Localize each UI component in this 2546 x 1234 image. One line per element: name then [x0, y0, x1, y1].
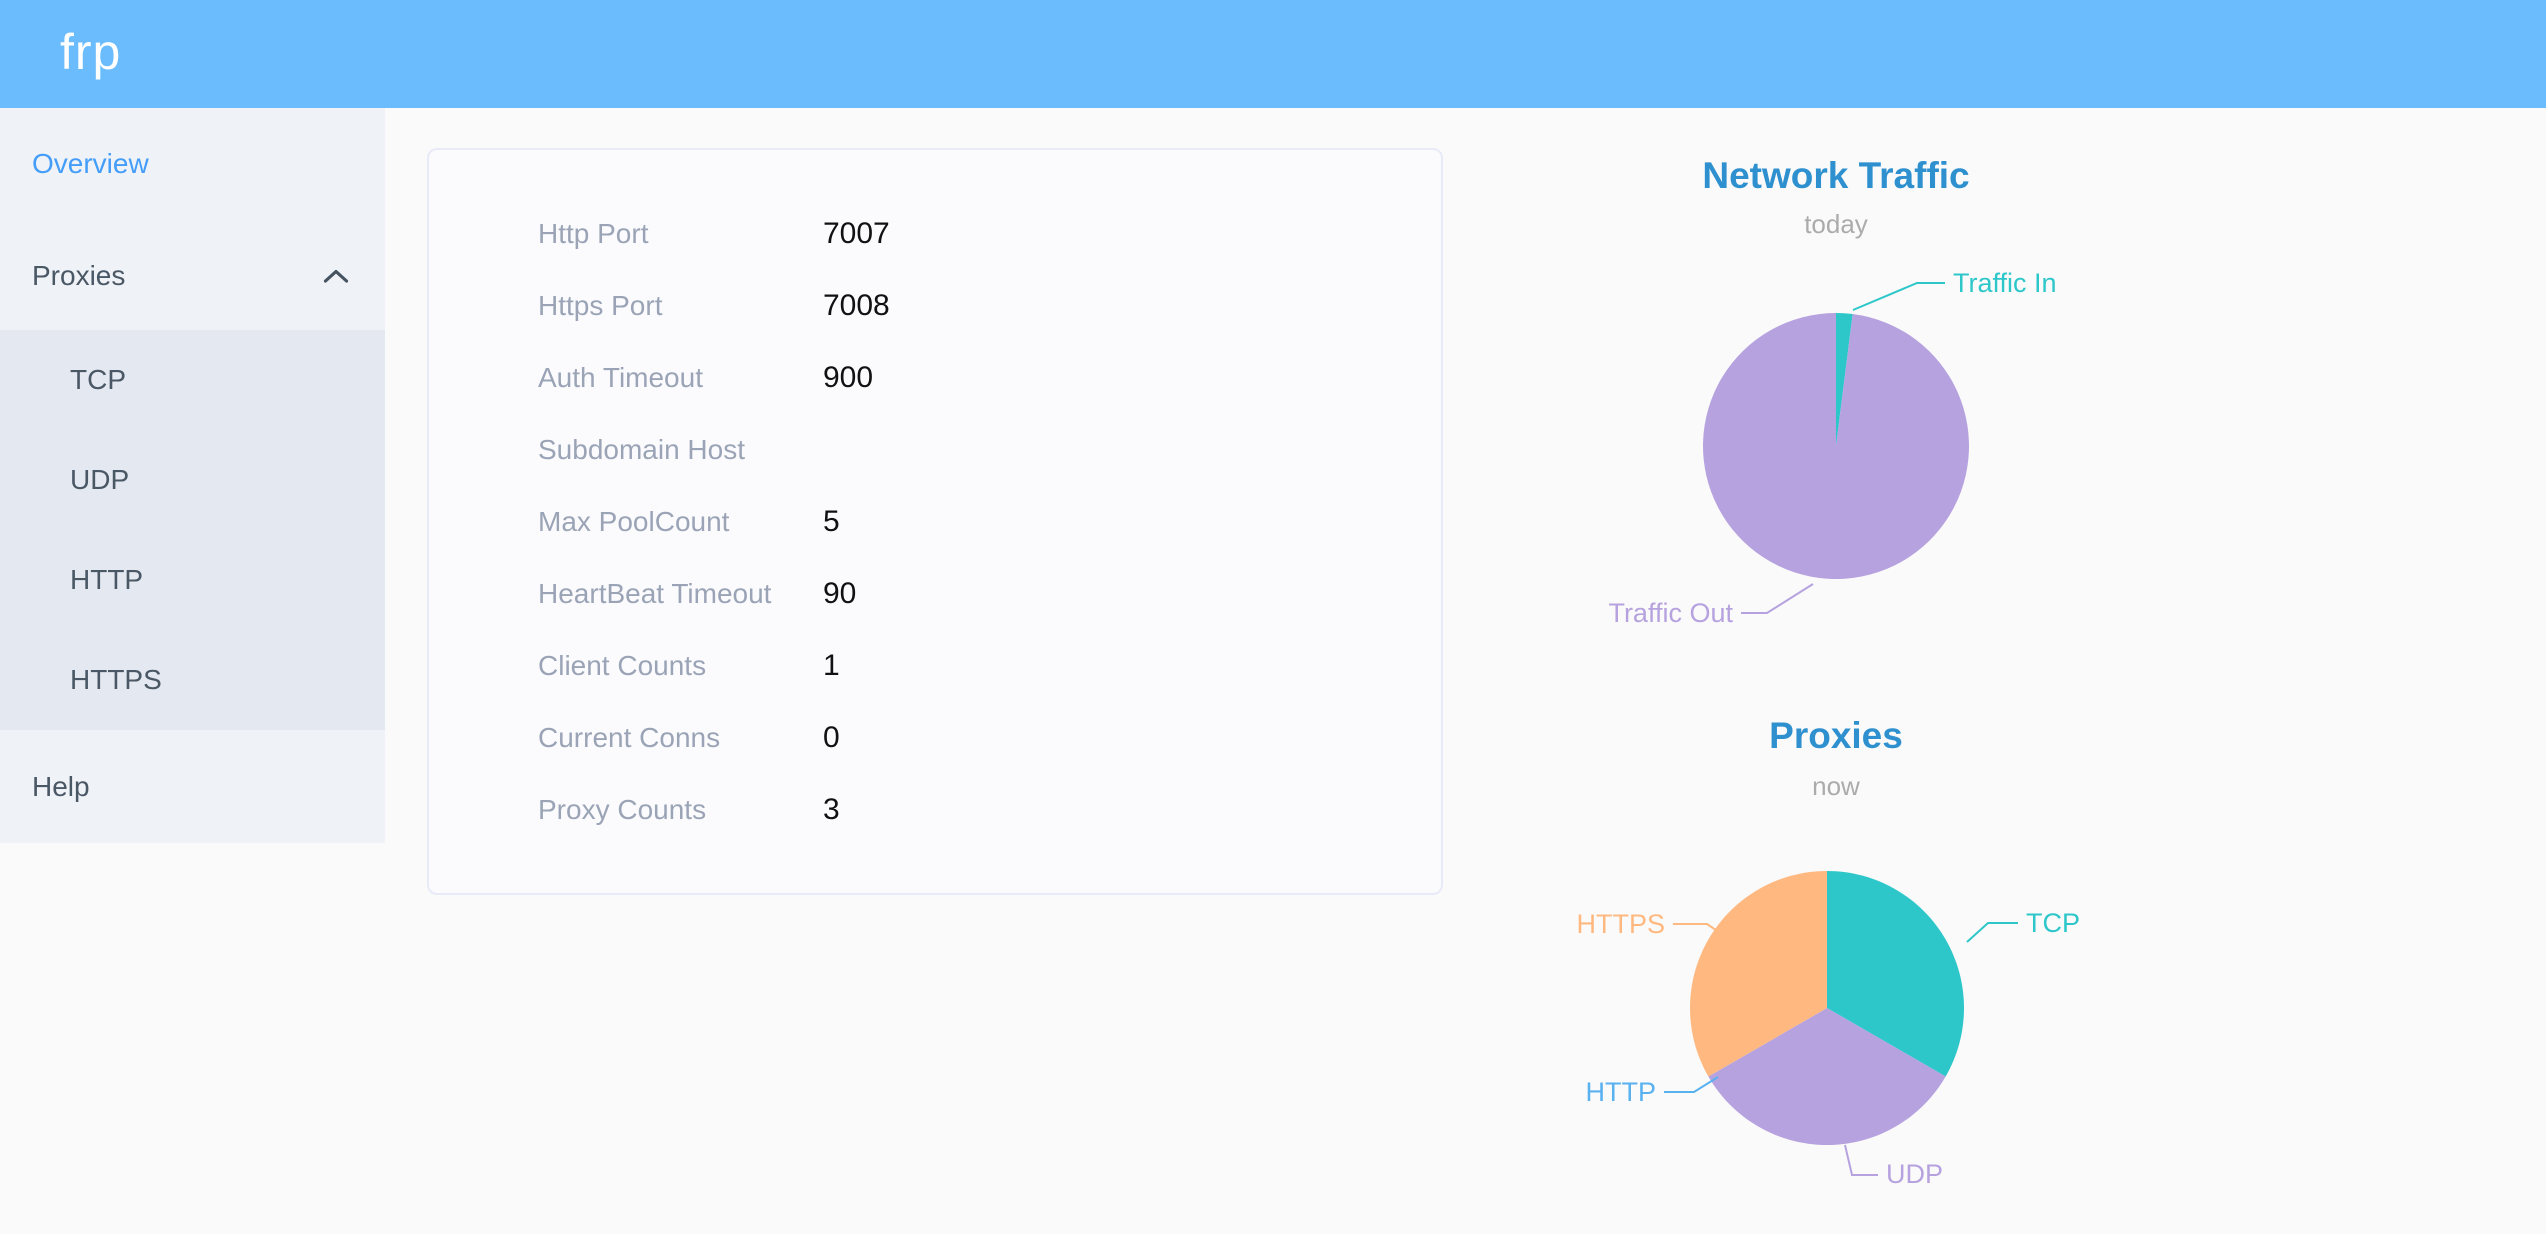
config-label: HeartBeat Timeout	[538, 578, 772, 609]
config-value: 5	[823, 505, 840, 538]
sidebar-item-overview[interactable]: Overview	[32, 148, 149, 179]
network-traffic-chart-title: Network Traffic	[1702, 155, 1970, 196]
config-value: 7008	[823, 289, 890, 322]
config-value: 7007	[823, 217, 890, 250]
pie-label-traffic-out: Traffic Out	[1608, 598, 1733, 628]
pie-label-line-traffic-in	[1852, 282, 1945, 311]
config-row-client-counts: Client Counts 1	[429, 630, 1441, 702]
pie-label-line-udp	[1844, 1144, 1878, 1176]
proxies-chart-title: Proxies	[1769, 715, 1903, 756]
proxies-chart: Proxies now TCP UDP HTTP HTTPS	[1486, 710, 2186, 1234]
config-label: Https Port	[538, 290, 663, 321]
config-row-current-conns: Current Conns 0	[429, 702, 1441, 774]
config-value: 0	[823, 721, 840, 754]
config-label: Client Counts	[538, 650, 707, 681]
server-config-rows: Http Port 7007 Https Port 7008 Auth Timeout 9…	[429, 198, 1441, 846]
network-traffic-pie: Traffic In Traffic Out	[1608, 268, 2057, 628]
sidebar: Overview Proxies TCP UDP HTTP HTTPS Help	[0, 108, 385, 843]
pie-slice-traffic-in[interactable]	[1836, 313, 1853, 446]
pie-label-line-tcp	[1966, 922, 2018, 943]
sidebar-item-proxies[interactable]: Proxies	[0, 220, 385, 332]
pie-label-https: HTTPS	[1576, 909, 1665, 939]
sidebar-item-http[interactable]: HTTP	[70, 564, 144, 595]
proxies-chart-subtitle: now	[1812, 771, 1860, 801]
network-traffic-chart: Network Traffic today Traffic In Traffic …	[1486, 140, 2186, 660]
pie-label-udp: UDP	[1886, 1159, 1943, 1189]
config-label: Max PoolCount	[538, 506, 730, 537]
config-row-proxy-counts: Proxy Counts 3	[429, 774, 1441, 846]
pie-label-line-http	[1664, 1076, 1719, 1093]
sidebar-item-proxies-label: Proxies	[32, 260, 126, 291]
config-label: Http Port	[538, 218, 649, 249]
config-row-https-port: Https Port 7008	[429, 270, 1441, 342]
app-header: frp	[0, 0, 2546, 108]
network-traffic-chart-subtitle: today	[1804, 209, 1868, 239]
proxies-pie: TCP UDP HTTP HTTPS	[1576, 871, 2080, 1189]
proxies-submenu: TCP UDP HTTP HTTPS	[0, 330, 385, 730]
config-row-auth-timeout: Auth Timeout 900	[429, 342, 1441, 414]
config-label: Current Conns	[538, 722, 721, 753]
sidebar-item-https[interactable]: HTTPS	[70, 664, 162, 695]
chevron-up-icon	[323, 269, 349, 283]
sidebar-item-help[interactable]: Help	[32, 771, 90, 802]
server-config-card: Http Port 7007 Https Port 7008 Auth Timeout 9…	[427, 148, 1443, 895]
config-row-heartbeat-timeout: HeartBeat Timeout 90	[429, 558, 1441, 630]
pie-slice-traffic-out[interactable]	[1703, 313, 1969, 579]
config-value: 90	[823, 577, 857, 610]
config-row-http-port: Http Port 7007	[429, 198, 1441, 270]
app-logo[interactable]: frp	[60, 24, 122, 80]
sidebar-item-udp[interactable]: UDP	[70, 464, 130, 495]
pie-slice-udp[interactable]	[1708, 1008, 1946, 1145]
pie-label-http: HTTP	[1586, 1077, 1657, 1107]
config-label: Subdomain Host	[538, 434, 746, 465]
config-value: 900	[823, 361, 874, 394]
config-value: 3	[823, 793, 840, 826]
sidebar-item-tcp[interactable]: TCP	[70, 364, 126, 395]
pie-slice-https[interactable]	[1690, 871, 1827, 1077]
pie-slice-tcp[interactable]	[1827, 871, 1964, 1077]
pie-label-line-https	[1673, 923, 1729, 939]
pie-label-line-traffic-out	[1741, 583, 1814, 614]
config-row-subdomain-host: Subdomain Host	[429, 414, 1441, 486]
pie-label-traffic-in: Traffic In	[1953, 268, 2057, 298]
pie-label-tcp: TCP	[2026, 908, 2080, 938]
config-label: Proxy Counts	[538, 794, 707, 825]
config-row-max-poolcount: Max PoolCount 5	[429, 486, 1441, 558]
config-label: Auth Timeout	[538, 362, 703, 393]
config-value: 1	[823, 649, 840, 682]
